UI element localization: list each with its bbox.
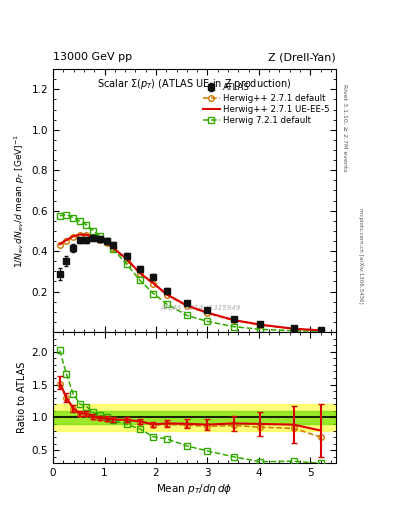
Text: mcplots.cern.ch [arXiv:1306.3436]: mcplots.cern.ch [arXiv:1306.3436] xyxy=(358,208,363,304)
Bar xyxy=(53,411,336,424)
X-axis label: Mean $p_T/d\eta\,d\phi$: Mean $p_T/d\eta\,d\phi$ xyxy=(156,482,233,497)
Text: 13000 GeV pp: 13000 GeV pp xyxy=(53,52,132,62)
Text: Z (Drell-Yan): Z (Drell-Yan) xyxy=(268,52,336,62)
Y-axis label: $1/N_{ev}\,dN_{ev}/d$ mean $p_T$ [GeV]$^{-1}$: $1/N_{ev}\,dN_{ev}/d$ mean $p_T$ [GeV]$^… xyxy=(13,133,28,268)
Text: Scalar $\Sigma(p_T)$ (ATLAS UE in Z production): Scalar $\Sigma(p_T)$ (ATLAS UE in Z prod… xyxy=(97,77,292,91)
Y-axis label: Ratio to ATLAS: Ratio to ATLAS xyxy=(17,362,28,433)
Text: ATLAS_2014_I1315949: ATLAS_2014_I1315949 xyxy=(160,304,240,311)
Text: Rivet 3.1.10, ≥ 2.7M events: Rivet 3.1.10, ≥ 2.7M events xyxy=(342,84,347,172)
Legend: ATLAS, Herwig++ 2.7.1 default, Herwig++ 2.7.1 UE-EE-5, Herwig 7.2.1 default: ATLAS, Herwig++ 2.7.1 default, Herwig++ … xyxy=(201,81,332,127)
Bar xyxy=(53,404,336,431)
